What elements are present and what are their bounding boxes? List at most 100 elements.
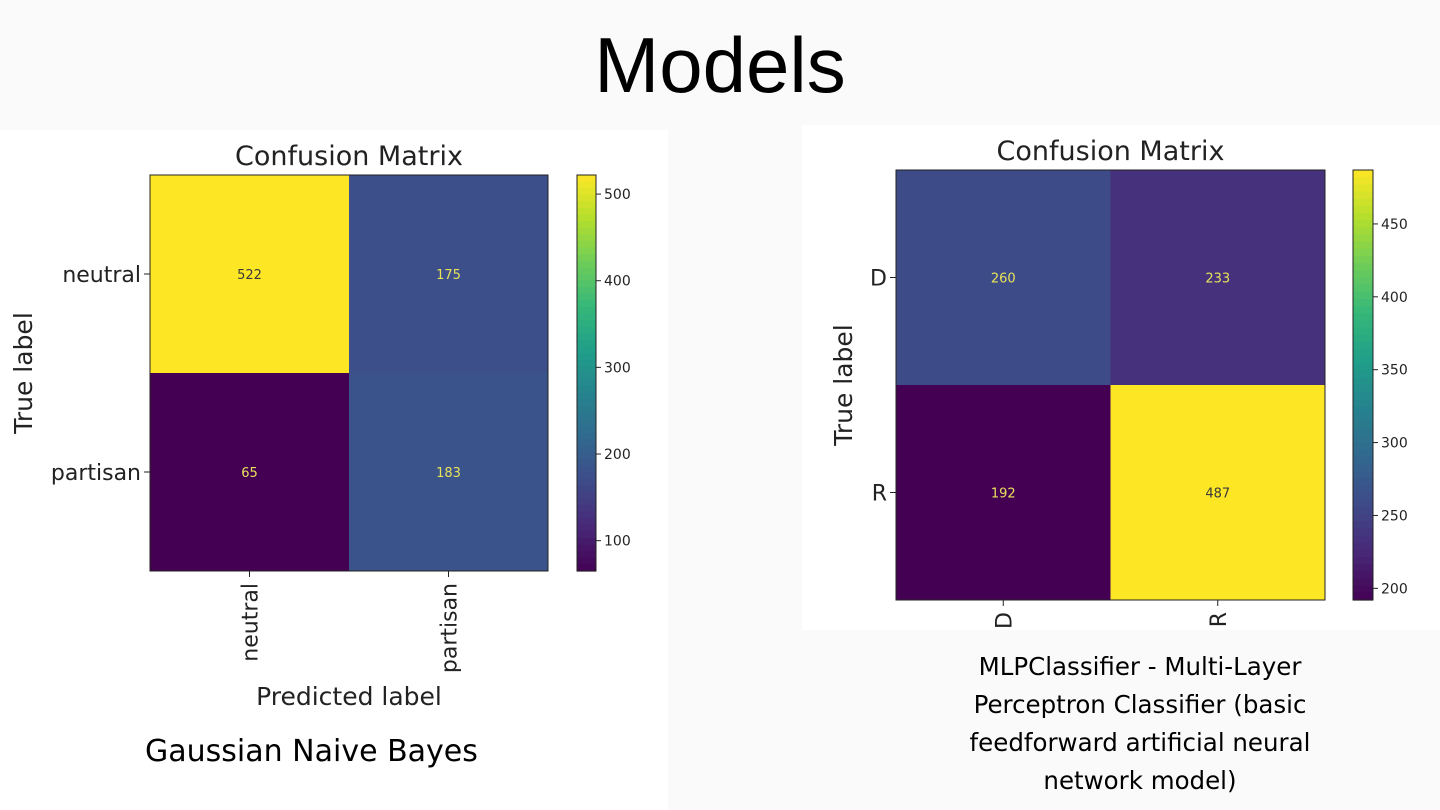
colorbar-tick-label: 350 (1381, 363, 1408, 379)
colorbar-segment (1353, 406, 1373, 415)
colorbar-segment (1353, 528, 1373, 537)
colorbar-segment (1353, 399, 1373, 408)
colorbar-frame (576, 174, 597, 572)
colorbar-segment (1353, 492, 1373, 501)
colorbar-segment (1353, 327, 1373, 336)
x-tick-label: R (1207, 612, 1232, 627)
colorbar-segment (1353, 241, 1373, 250)
colorbar-segment (1353, 521, 1373, 529)
colorbar-segment (577, 419, 596, 427)
colorbar-segment (577, 227, 596, 235)
colorbar-segment (1353, 478, 1373, 486)
colorbar-segment (1353, 549, 1373, 558)
colorbar-segment (1353, 485, 1373, 494)
colorbar-segment (577, 458, 596, 466)
colorbar-segment (577, 432, 596, 440)
matrix-cell (349, 175, 548, 373)
y-tick-label: partisan (51, 461, 141, 486)
colorbar-segment (1353, 184, 1373, 193)
colorbar-segment (577, 379, 596, 387)
colorbar-segment (1353, 385, 1373, 393)
colorbar-segment (1353, 456, 1373, 465)
colorbar-segment (1353, 263, 1373, 271)
colorbar-segment (577, 307, 596, 315)
colorbar-segment (1353, 471, 1373, 479)
colorbar-segment (577, 353, 596, 361)
colorbar-tick-label: 250 (1381, 508, 1408, 524)
colorbar-segment (1353, 392, 1373, 400)
colorbar-tick-label: 400 (604, 274, 631, 290)
colorbar-segment (577, 511, 596, 519)
colorbar-segment (577, 333, 596, 341)
cell-value-label: 233 (1205, 272, 1230, 287)
colorbar-segment (577, 293, 596, 301)
colorbar-segment (1353, 499, 1373, 508)
cell-value-label: 183 (436, 466, 461, 481)
colorbar-segment (577, 201, 596, 209)
matrix-cell (349, 373, 548, 571)
colorbar-segment (577, 320, 596, 328)
colorbar-segment (1353, 234, 1373, 243)
cell-value-label: 260 (991, 272, 1016, 287)
matrix-cell (1110, 385, 1325, 600)
colorbar-segment (577, 300, 596, 308)
colorbar-segment (1353, 377, 1373, 386)
colorbar-segment (1353, 205, 1373, 214)
colorbar-segment (577, 194, 596, 202)
colorbar-segment (1353, 191, 1373, 200)
colorbar-segment (1353, 320, 1373, 329)
colorbar-segment (1353, 299, 1373, 307)
colorbar-segment (1353, 564, 1373, 572)
colorbar-segment (577, 386, 596, 394)
matrix-cell (896, 385, 1111, 600)
matrix-frame (895, 169, 1326, 601)
cell-value-label: 487 (1205, 487, 1230, 502)
colorbar-segment (1353, 256, 1373, 264)
colorbar-segment (1353, 542, 1373, 551)
colorbar-segment (1353, 578, 1373, 587)
colorbar-segment (577, 485, 596, 493)
colorbar-tick-label: 100 (604, 534, 631, 550)
cell-value-label: 65 (241, 466, 258, 481)
y-axis-label: True label (9, 312, 38, 435)
colorbar-segment (1353, 306, 1373, 314)
colorbar-segment (1353, 449, 1373, 458)
colorbar-segment (577, 287, 596, 295)
colorbar-segment (577, 326, 596, 334)
colorbar-segment (577, 406, 596, 414)
colorbar-segment (1353, 571, 1373, 580)
colorbar-segment (577, 392, 596, 400)
matrix-cell (150, 175, 349, 373)
colorbar-segment (1353, 420, 1373, 429)
colorbar-segment (577, 544, 596, 552)
cell-value-label: 522 (237, 268, 262, 283)
colorbar-segment (1353, 277, 1373, 286)
cell-value-label: 192 (991, 487, 1016, 502)
colorbar-segment (1353, 220, 1373, 228)
x-axis-label: Predicted label (256, 682, 442, 711)
colorbar-segment (1353, 428, 1373, 436)
colorbar-segment (1353, 463, 1373, 472)
colorbar-segment (577, 505, 596, 513)
colorbar-segment (577, 491, 596, 499)
colorbar-segment (1353, 342, 1373, 350)
colorbar-segment (577, 346, 596, 354)
colorbar-segment (1353, 514, 1373, 522)
colorbar-segment (577, 564, 596, 572)
colorbar-tick-label: 450 (1381, 217, 1408, 233)
cell-value-label: 175 (436, 268, 461, 283)
colorbar-segment (577, 254, 596, 262)
colorbar-segment (577, 241, 596, 249)
x-tick-label: neutral (239, 583, 264, 662)
colorbar-segment (577, 274, 596, 282)
matrix-frame (149, 174, 549, 572)
colorbar-segment (1353, 506, 1373, 515)
colorbar-tick-label: 200 (1381, 581, 1408, 597)
slide-title: Models (594, 21, 846, 109)
colorbar-segment (577, 267, 596, 275)
y-tick-label: neutral (62, 263, 141, 288)
colorbar-segment (577, 280, 596, 288)
colorbar-segment (577, 452, 596, 460)
